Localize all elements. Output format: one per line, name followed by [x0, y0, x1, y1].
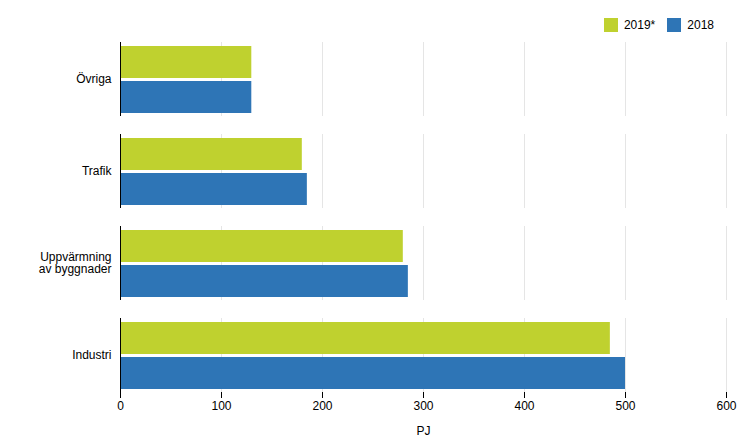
svg-text:100: 100	[211, 399, 231, 413]
svg-text:PJ: PJ	[416, 424, 430, 438]
svg-text:Trafik: Trafik	[82, 164, 113, 178]
html-text:2019*: 2019*	[623, 17, 656, 32]
svg-text:600: 600	[716, 399, 736, 413]
svg-text:300: 300	[413, 399, 433, 413]
svg-text:Övriga: Övriga	[76, 72, 112, 86]
svg-text:400: 400	[514, 399, 534, 413]
svg-text:200: 200	[312, 399, 332, 413]
svg-text:0: 0	[117, 399, 124, 413]
svg-text:500: 500	[615, 399, 635, 413]
svg-text:Industri: Industri	[72, 348, 111, 362]
html-text:2018: 2018	[687, 17, 714, 32]
svg-text:Uppvärmningav byggnader: Uppvärmningav byggnader	[39, 250, 112, 276]
